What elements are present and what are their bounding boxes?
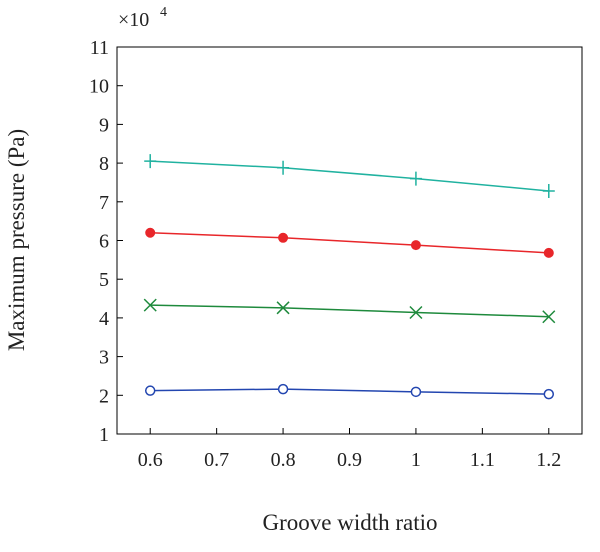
data-point <box>542 183 555 198</box>
series-2-line <box>150 232 549 254</box>
data-point <box>144 385 156 396</box>
series-3 <box>143 298 556 324</box>
y-tick-label: 2 <box>99 385 109 407</box>
y-tick-label: 4 <box>99 308 109 330</box>
data-point <box>543 388 555 400</box>
x-tick-label: 0.7 <box>204 449 229 471</box>
y-axis-label: Maximum pressure (Pa) <box>4 129 29 351</box>
x-axis-label: Groove width ratio <box>262 510 437 535</box>
data-point <box>409 171 422 186</box>
y-tick-label: 9 <box>99 114 109 136</box>
data-point <box>143 298 157 312</box>
series-1-line <box>150 160 549 192</box>
y-tick-label: 7 <box>99 192 109 214</box>
data-point <box>410 240 421 251</box>
data-point <box>409 305 423 320</box>
data-point <box>278 232 289 243</box>
data-point <box>410 386 422 398</box>
x-tick-label: 1.1 <box>470 449 495 471</box>
series-layer <box>143 154 556 400</box>
series-2 <box>145 227 554 258</box>
y-tick-label: 11 <box>90 37 109 59</box>
y-tick-label: 8 <box>99 153 109 175</box>
y-tick-label: 5 <box>99 269 109 291</box>
y-multiplier-exponent: 4 <box>160 5 167 20</box>
series-1 <box>144 154 555 198</box>
data-point <box>277 383 289 395</box>
y-multiplier: ×10 4 <box>118 5 167 31</box>
y-multiplier-base: ×10 <box>118 9 149 31</box>
x-tick-label: 0.8 <box>271 449 296 471</box>
x-tick-label: 0.6 <box>138 449 163 471</box>
x-tick-label: 1.2 <box>536 449 561 471</box>
series-4-line <box>150 388 549 395</box>
data-point <box>543 247 554 258</box>
series-3-line <box>150 304 549 318</box>
x-axis: 0.6 0.7 0.8 0.9 1 1.1 1.2 <box>138 428 561 471</box>
data-point <box>277 160 290 175</box>
data-point <box>144 154 157 169</box>
y-tick-label: 3 <box>99 347 109 369</box>
y-tick-label: 10 <box>89 76 109 98</box>
y-tick-label: 6 <box>99 231 109 253</box>
y-tick-label: 1 <box>99 424 109 446</box>
x-tick-label: 1 <box>411 449 421 471</box>
y-axis: 1 2 3 4 5 6 7 8 9 10 11 <box>89 37 123 446</box>
data-point <box>542 310 556 324</box>
plot-area-frame <box>116 46 583 435</box>
data-point <box>276 301 290 315</box>
data-point <box>145 227 156 238</box>
x-tick-label: 0.9 <box>337 449 362 471</box>
series-4 <box>144 383 555 400</box>
